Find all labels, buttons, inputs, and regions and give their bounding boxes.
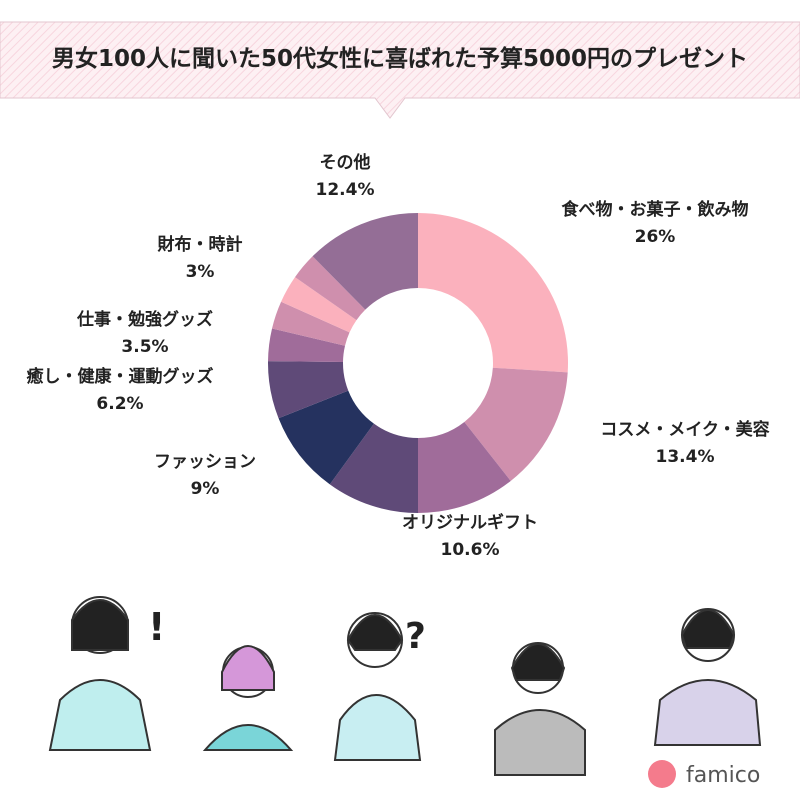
- value-label: 3.5%: [121, 337, 168, 357]
- slice: [418, 421, 511, 513]
- value-label: 6.2%: [96, 394, 143, 414]
- value-label: 10.6%: [441, 540, 500, 560]
- slice: [312, 213, 418, 310]
- person: [494, 642, 586, 776]
- title-banner: [0, 21, 800, 119]
- slice: [278, 390, 374, 485]
- slice: [329, 423, 418, 513]
- slice-label: 仕事・勉強グッズ: [76, 309, 213, 330]
- slice: [418, 213, 568, 373]
- slice: [464, 367, 568, 481]
- slice-label: オリジナルギフト: [402, 513, 538, 533]
- value-label: 3%: [186, 262, 215, 282]
- slice: [268, 361, 349, 419]
- value-label: 13.4%: [656, 447, 715, 467]
- question: ?: [405, 616, 426, 657]
- slice-label: その他: [320, 152, 371, 173]
- slice-label: 食べ物・お菓子・飲み物: [562, 199, 749, 220]
- slice: [295, 256, 366, 321]
- logo: famico: [686, 763, 760, 788]
- slice: [272, 301, 350, 346]
- slice: [281, 277, 357, 333]
- person: [653, 608, 762, 746]
- chart-title: 男女100人に聞いた50代女性に喜ばれた予算5000円のプレゼント: [52, 45, 748, 72]
- person: [333, 612, 422, 761]
- slice-label: 財布・時計: [157, 234, 243, 255]
- logo-icon: [648, 760, 676, 788]
- slice: [268, 328, 346, 363]
- person: [202, 645, 294, 751]
- person: [48, 596, 152, 751]
- slice-label: コスメ・メイク・美容: [600, 419, 769, 440]
- slice-label: 癒し・健康・運動グッズ: [27, 366, 214, 387]
- slice-label: ファッション: [154, 452, 256, 472]
- value-label: 12.4%: [316, 180, 375, 200]
- value-label: 9%: [191, 479, 220, 499]
- exclamation: !: [148, 605, 165, 649]
- value-label: 26%: [635, 227, 676, 247]
- donut: 食べ物・お菓子・飲み物 26% コスメ・メイク・美容 13.4% オリジナルギフト 10.…: [27, 152, 770, 560]
- illustrations: ! ?: [48, 596, 762, 776]
